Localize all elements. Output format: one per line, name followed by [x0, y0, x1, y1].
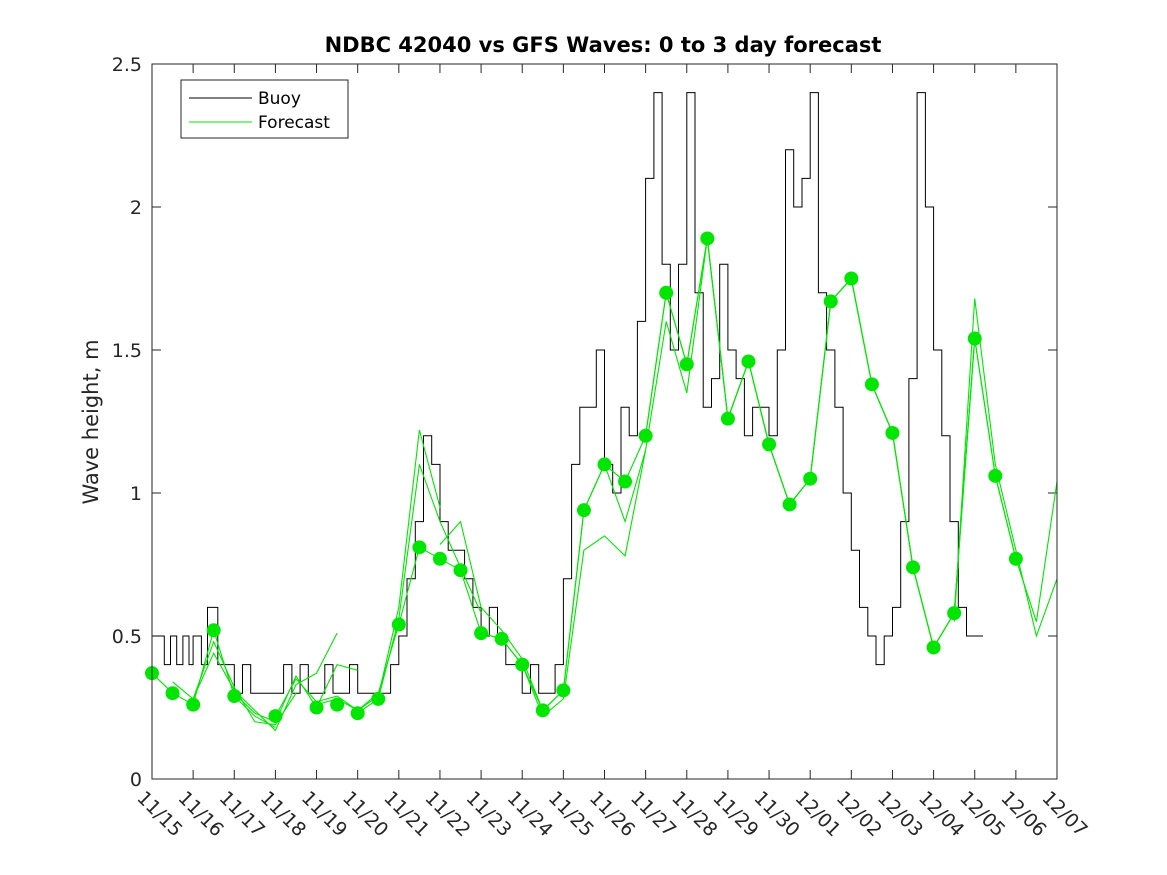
forecast-point — [741, 354, 756, 369]
plot-area — [145, 63, 1058, 780]
buoy-series — [152, 92, 983, 694]
forecast-point — [432, 551, 447, 566]
forecast-line — [233, 663, 358, 723]
forecast-point — [762, 437, 777, 452]
forecast-point — [967, 331, 982, 346]
axis-ticks — [151, 63, 1058, 780]
forecast-point — [391, 617, 406, 632]
forecast-point — [823, 294, 838, 309]
forecast-line — [192, 632, 338, 732]
forecast-point — [988, 468, 1003, 483]
forecast-point — [864, 377, 879, 392]
forecast-point — [906, 560, 921, 575]
forecast-point — [206, 623, 221, 638]
forecast-point — [720, 411, 735, 426]
forecast-line — [953, 298, 1058, 638]
forecast-point — [659, 285, 674, 300]
forecast-point — [844, 271, 859, 286]
forecast-point — [679, 357, 694, 372]
forecast-point — [700, 231, 715, 246]
y-tick-labels: 0 0.5 1 1.5 2 2.5 — [112, 54, 142, 791]
legend-box — [180, 79, 349, 139]
forecast-point — [535, 703, 550, 718]
y-tick-label: 1.5 — [112, 340, 142, 362]
forecast-point — [576, 503, 591, 518]
y-tick-label: 2.5 — [112, 54, 142, 76]
buoy-line — [152, 92, 983, 694]
forecast-point — [885, 425, 900, 440]
forecast-point — [597, 457, 612, 472]
y-tick-label: 0 — [130, 769, 142, 791]
forecast-point — [350, 706, 365, 721]
forecast-point — [268, 709, 283, 724]
y-tick-label: 2 — [130, 197, 142, 219]
y-tick-label: 1 — [130, 483, 142, 505]
forecast-point — [186, 697, 201, 712]
forecast-point — [165, 686, 180, 701]
legend: Buoy Forecast — [180, 79, 349, 139]
forecast-markers — [145, 231, 1023, 724]
y-axis-label: Wave height, m — [79, 339, 103, 504]
forecast-point — [412, 540, 427, 555]
forecast-point — [638, 428, 653, 443]
forecast-point — [515, 657, 530, 672]
forecast-point — [453, 563, 468, 578]
forecast-point — [330, 697, 345, 712]
forecast-point — [309, 700, 324, 715]
forecast-point — [947, 606, 962, 621]
forecast-point — [926, 640, 941, 655]
axes-box — [151, 63, 1058, 780]
forecast-point — [782, 497, 797, 512]
chart-title: NDBC 42040 vs GFS Waves: 0 to 3 day fore… — [325, 33, 882, 57]
forecast-point — [494, 631, 509, 646]
forecast-point — [1008, 551, 1023, 566]
y-tick-label: 0.5 — [112, 626, 142, 648]
forecast-point — [474, 626, 489, 641]
forecast-point — [227, 689, 242, 704]
forecast-point — [371, 691, 386, 706]
legend-forecast-label: Forecast — [258, 113, 330, 133]
forecast-point — [618, 474, 633, 489]
forecast-point — [803, 471, 818, 486]
legend-buoy-label: Buoy — [258, 89, 301, 109]
forecast-point — [556, 683, 571, 698]
